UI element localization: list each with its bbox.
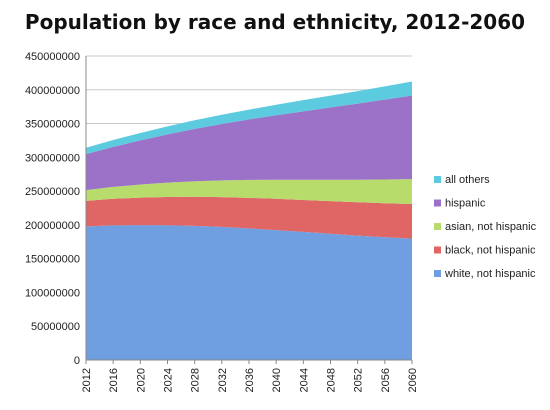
legend-label: hispanic <box>445 198 486 210</box>
x-tick-label: 2044 <box>298 368 310 392</box>
y-tick-label: 0 <box>74 355 80 367</box>
y-tick-label: 450000000 <box>25 51 80 63</box>
area-white-not-hispanic <box>86 225 412 360</box>
y-tick-label: 100000000 <box>25 287 80 299</box>
y-tick-label: 50000000 <box>31 321 80 333</box>
area-layer <box>86 81 412 360</box>
x-tick-label: 2020 <box>135 368 147 392</box>
area-asian-not-hispanic <box>86 179 412 205</box>
y-tick-label: 350000000 <box>25 119 80 131</box>
y-tick-label: 200000000 <box>25 220 80 232</box>
x-tick-label: 2052 <box>353 368 365 392</box>
legend-swatch <box>434 270 441 277</box>
x-tick-label: 2016 <box>108 368 120 392</box>
area-all-others <box>86 81 412 155</box>
legend-label: white, not hispanic <box>444 268 536 280</box>
x-tick-label: 2048 <box>326 368 338 392</box>
x-tick-label: 2012 <box>81 368 93 392</box>
y-tick-label: 150000000 <box>25 254 80 266</box>
legend-label: black, not hispanic <box>445 245 536 257</box>
legend-swatch <box>434 176 441 183</box>
y-tick-label: 300000000 <box>25 152 80 164</box>
axis-layer: 0 50000000 100000000 150000000 200000000 2500… <box>25 51 419 392</box>
y-tick-label: 250000000 <box>25 186 80 198</box>
legend: all others hispanic asian, not hispanic bla… <box>434 174 537 280</box>
legend-swatch <box>434 223 441 230</box>
chart-title: Population by race and ethnicity, 2012-2… <box>24 10 526 34</box>
x-tick-label: 2040 <box>271 368 283 392</box>
y-tick-label: 400000000 <box>25 85 80 97</box>
x-tick-label: 2032 <box>217 368 229 392</box>
x-tick-label: 2024 <box>163 368 175 392</box>
legend-swatch <box>434 199 441 207</box>
legend-swatch <box>434 246 441 254</box>
x-tick-label: 2060 <box>407 368 419 392</box>
legend-label: all others <box>445 174 490 186</box>
legend-label: asian, not hispanic <box>445 221 537 233</box>
area-black-not-hispanic <box>86 196 412 239</box>
area-hispanic <box>86 95 412 191</box>
x-tick-label: 2036 <box>244 368 256 392</box>
x-tick-label: 2056 <box>380 368 392 392</box>
x-tick-label: 2028 <box>190 368 202 392</box>
